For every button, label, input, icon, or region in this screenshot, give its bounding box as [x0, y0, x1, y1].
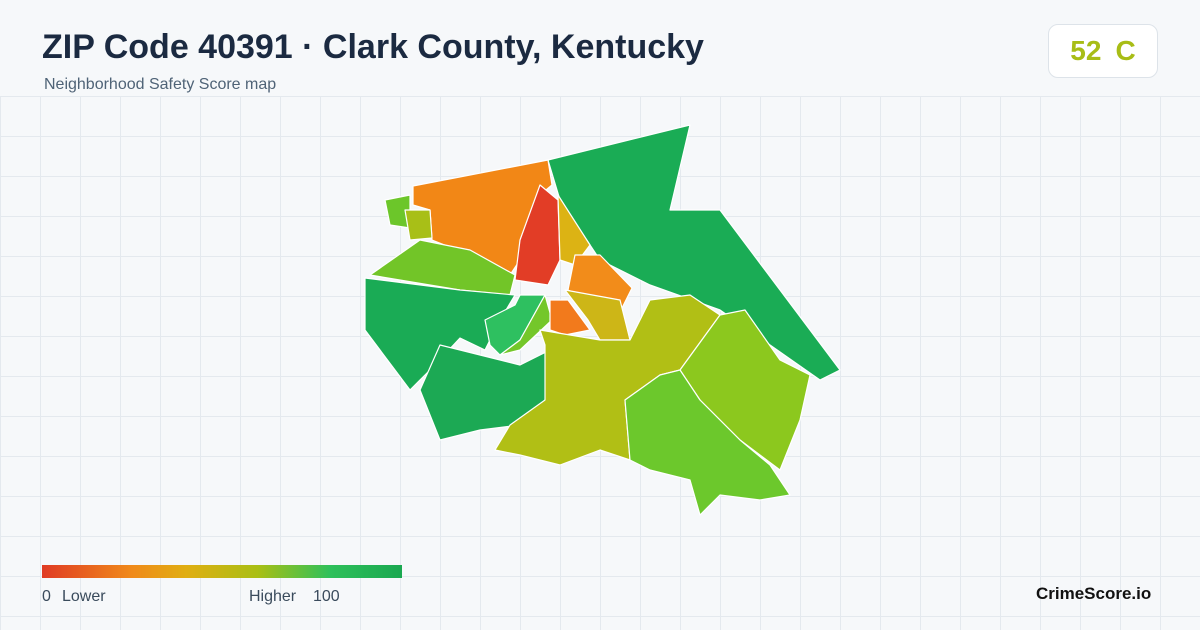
- brand: CrimeScore.io: [1036, 584, 1152, 603]
- legend-gradient: [42, 565, 402, 578]
- legend-min-label: Lower: [62, 588, 106, 605]
- subtitle: Neighborhood Safety Score map: [44, 76, 277, 93]
- legend-max: 100: [313, 588, 340, 605]
- grade: C: [1115, 35, 1136, 66]
- region: [364, 277, 516, 391]
- region: [404, 209, 433, 241]
- region: [549, 299, 591, 336]
- title: ZIP Code 40391 · Clark County, Kentucky: [42, 28, 704, 66]
- score-badge: 52 C: [1048, 24, 1158, 78]
- legend-min: 0: [42, 588, 51, 605]
- header: [0, 0, 1200, 96]
- legend-max-label: Higher: [249, 588, 297, 605]
- region: [624, 369, 791, 516]
- score: 52: [1070, 35, 1102, 66]
